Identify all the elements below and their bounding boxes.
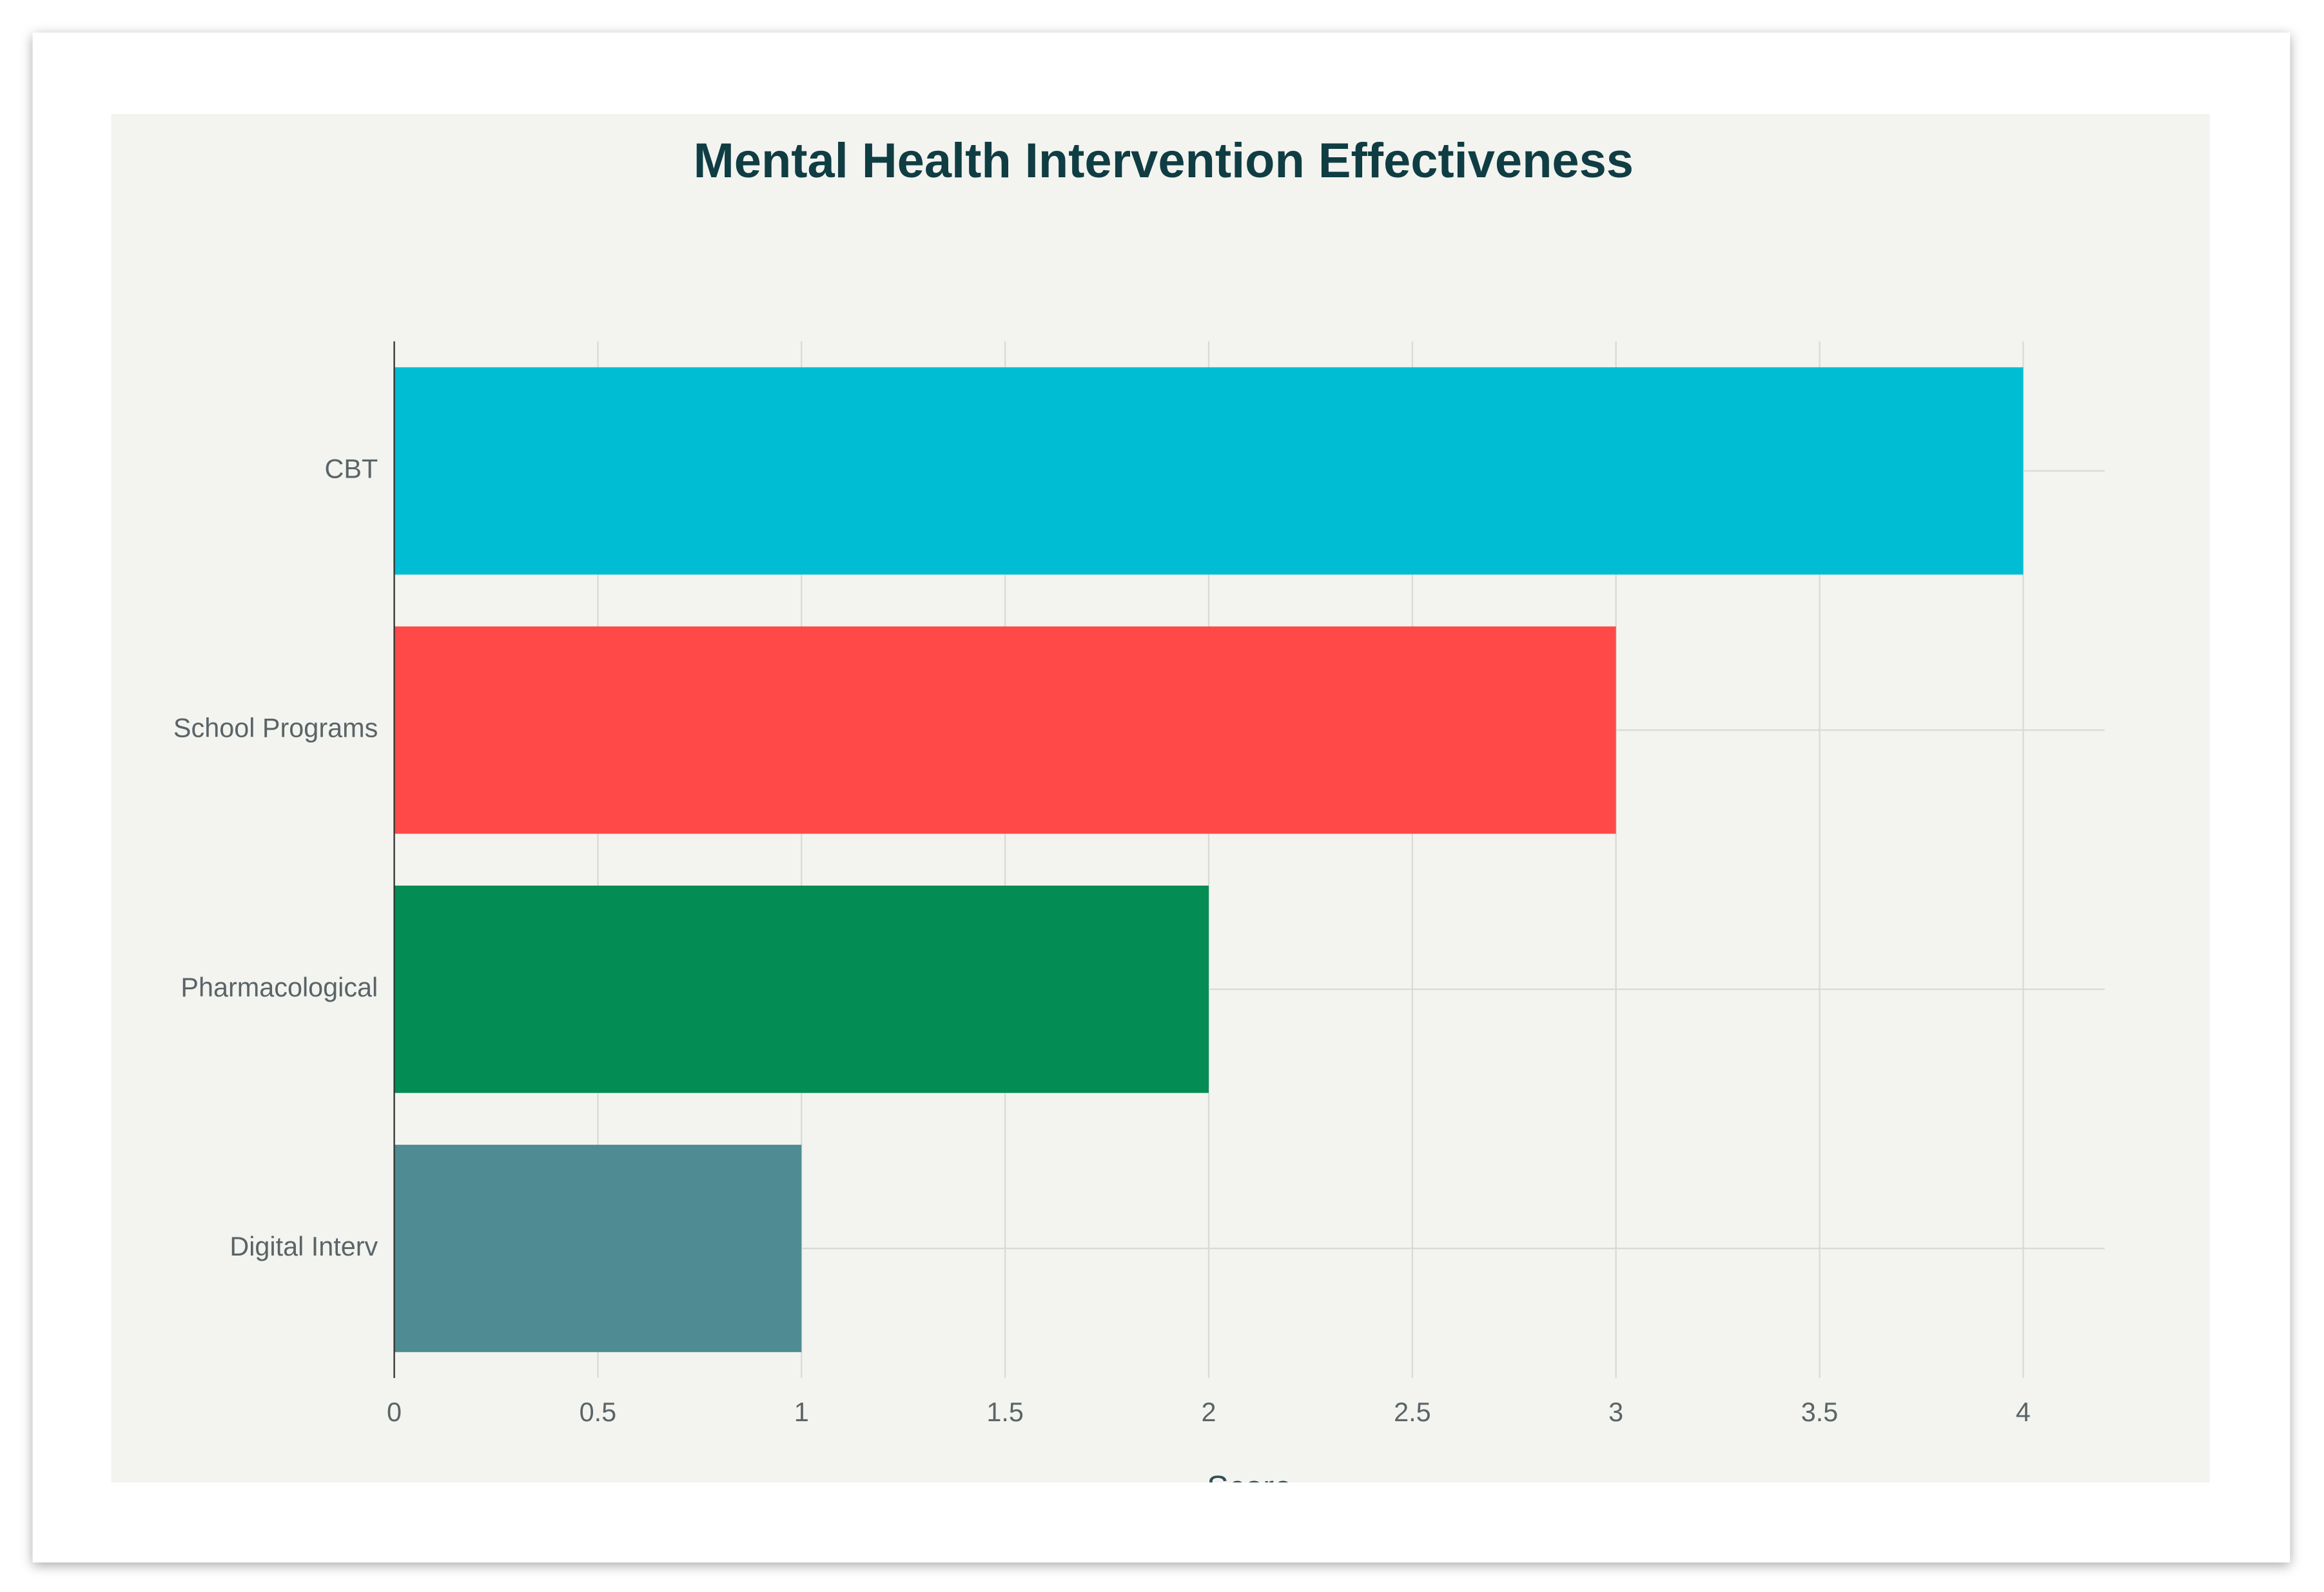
y-tick-label: Digital Interv xyxy=(229,1232,378,1261)
x-tick-label: 2.5 xyxy=(1394,1397,1431,1427)
y-tick-label: CBT xyxy=(325,454,378,484)
x-tick-label: 1 xyxy=(794,1397,809,1427)
plot: Score 0 0.5 1 1.5 2 2.5 3 3.5 4 CBT School Program… xyxy=(173,341,2105,1506)
y-tick-label: School Programs xyxy=(173,713,378,743)
x-tick-label: 0 xyxy=(387,1397,402,1427)
bar xyxy=(394,886,1209,1093)
x-tick-label: 3.5 xyxy=(1801,1397,1839,1427)
x-tick-label: 1.5 xyxy=(986,1397,1024,1427)
bar xyxy=(394,1145,802,1352)
x-tick-label: 3 xyxy=(1608,1397,1623,1427)
y-tick-label: Pharmacological xyxy=(181,973,378,1002)
x-axis-title: Score xyxy=(1207,1469,1292,1506)
chart-title: Mental Health Intervention Effectiveness xyxy=(694,133,1634,188)
bar xyxy=(394,367,2024,575)
x-tick-label: 4 xyxy=(2016,1397,2031,1427)
x-tick-label: 2 xyxy=(1201,1397,1216,1427)
x-tick-label: 0.5 xyxy=(580,1397,617,1427)
bar xyxy=(394,626,1616,834)
